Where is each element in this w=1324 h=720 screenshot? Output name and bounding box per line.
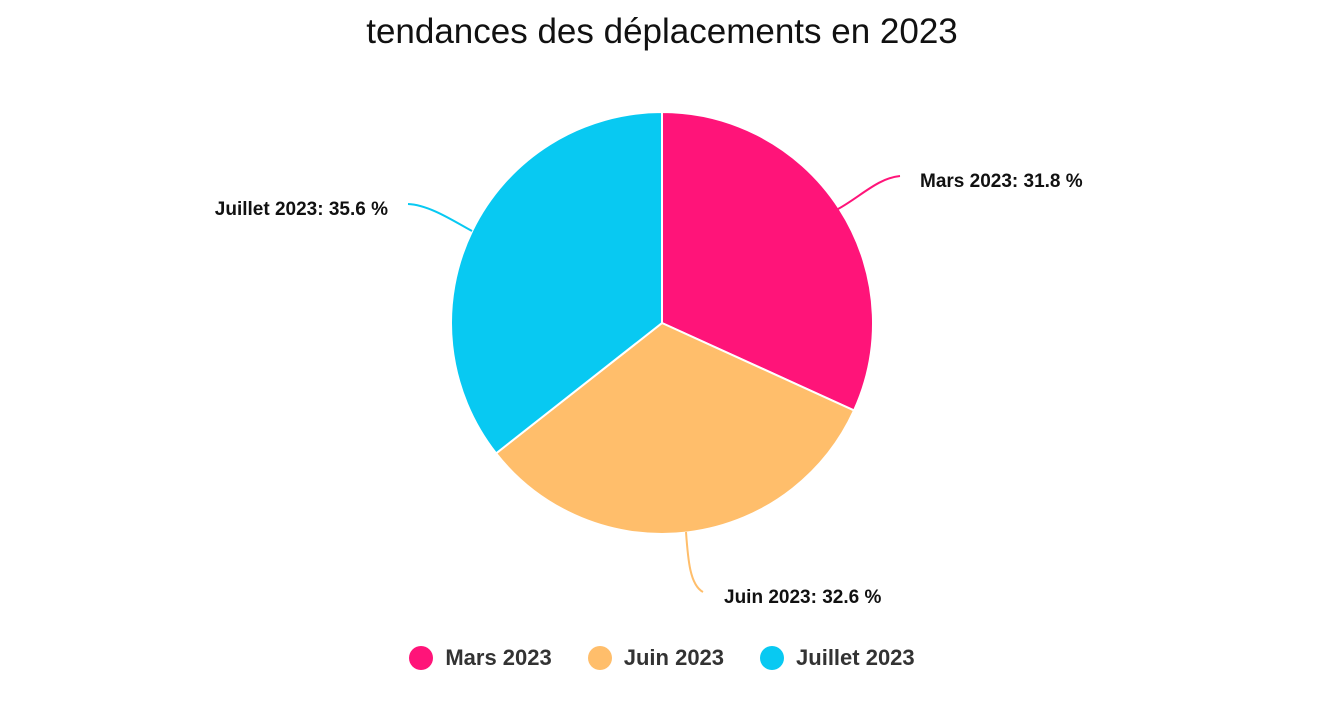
legend-item-juillet[interactable]: Juillet 2023 bbox=[760, 645, 915, 671]
chart-title: tendances des déplacements en 2023 bbox=[366, 12, 958, 51]
data-label-mars: Mars 2023: 31.8 % bbox=[920, 171, 1083, 192]
legend: Mars 2023 Juin 2023 Juillet 2023 bbox=[0, 645, 1324, 671]
leader-line-juin bbox=[685, 531, 704, 593]
legend-label-juillet: Juillet 2023 bbox=[796, 645, 915, 670]
pie-slice-juin[interactable] bbox=[494, 321, 856, 535]
legend-item-juin[interactable]: Juin 2023 bbox=[587, 645, 725, 671]
leader-line-mars bbox=[837, 175, 901, 210]
legend-label-juin: Juin 2023 bbox=[623, 645, 725, 670]
legend-swatch-juin bbox=[587, 646, 612, 670]
leader-line-juillet bbox=[407, 203, 473, 232]
legend-item-mars[interactable]: Mars 2023 bbox=[409, 645, 552, 671]
data-label-juillet: Juillet 2023: 35.6 % bbox=[215, 199, 388, 220]
pie-slice-juillet[interactable] bbox=[450, 110, 663, 455]
data-label-juin: Juin 2023: 32.6 % bbox=[724, 587, 881, 608]
legend-swatch-mars bbox=[409, 646, 434, 670]
legend-label-mars: Mars 2023 bbox=[445, 645, 552, 670]
legend-swatch-juillet bbox=[760, 646, 785, 670]
